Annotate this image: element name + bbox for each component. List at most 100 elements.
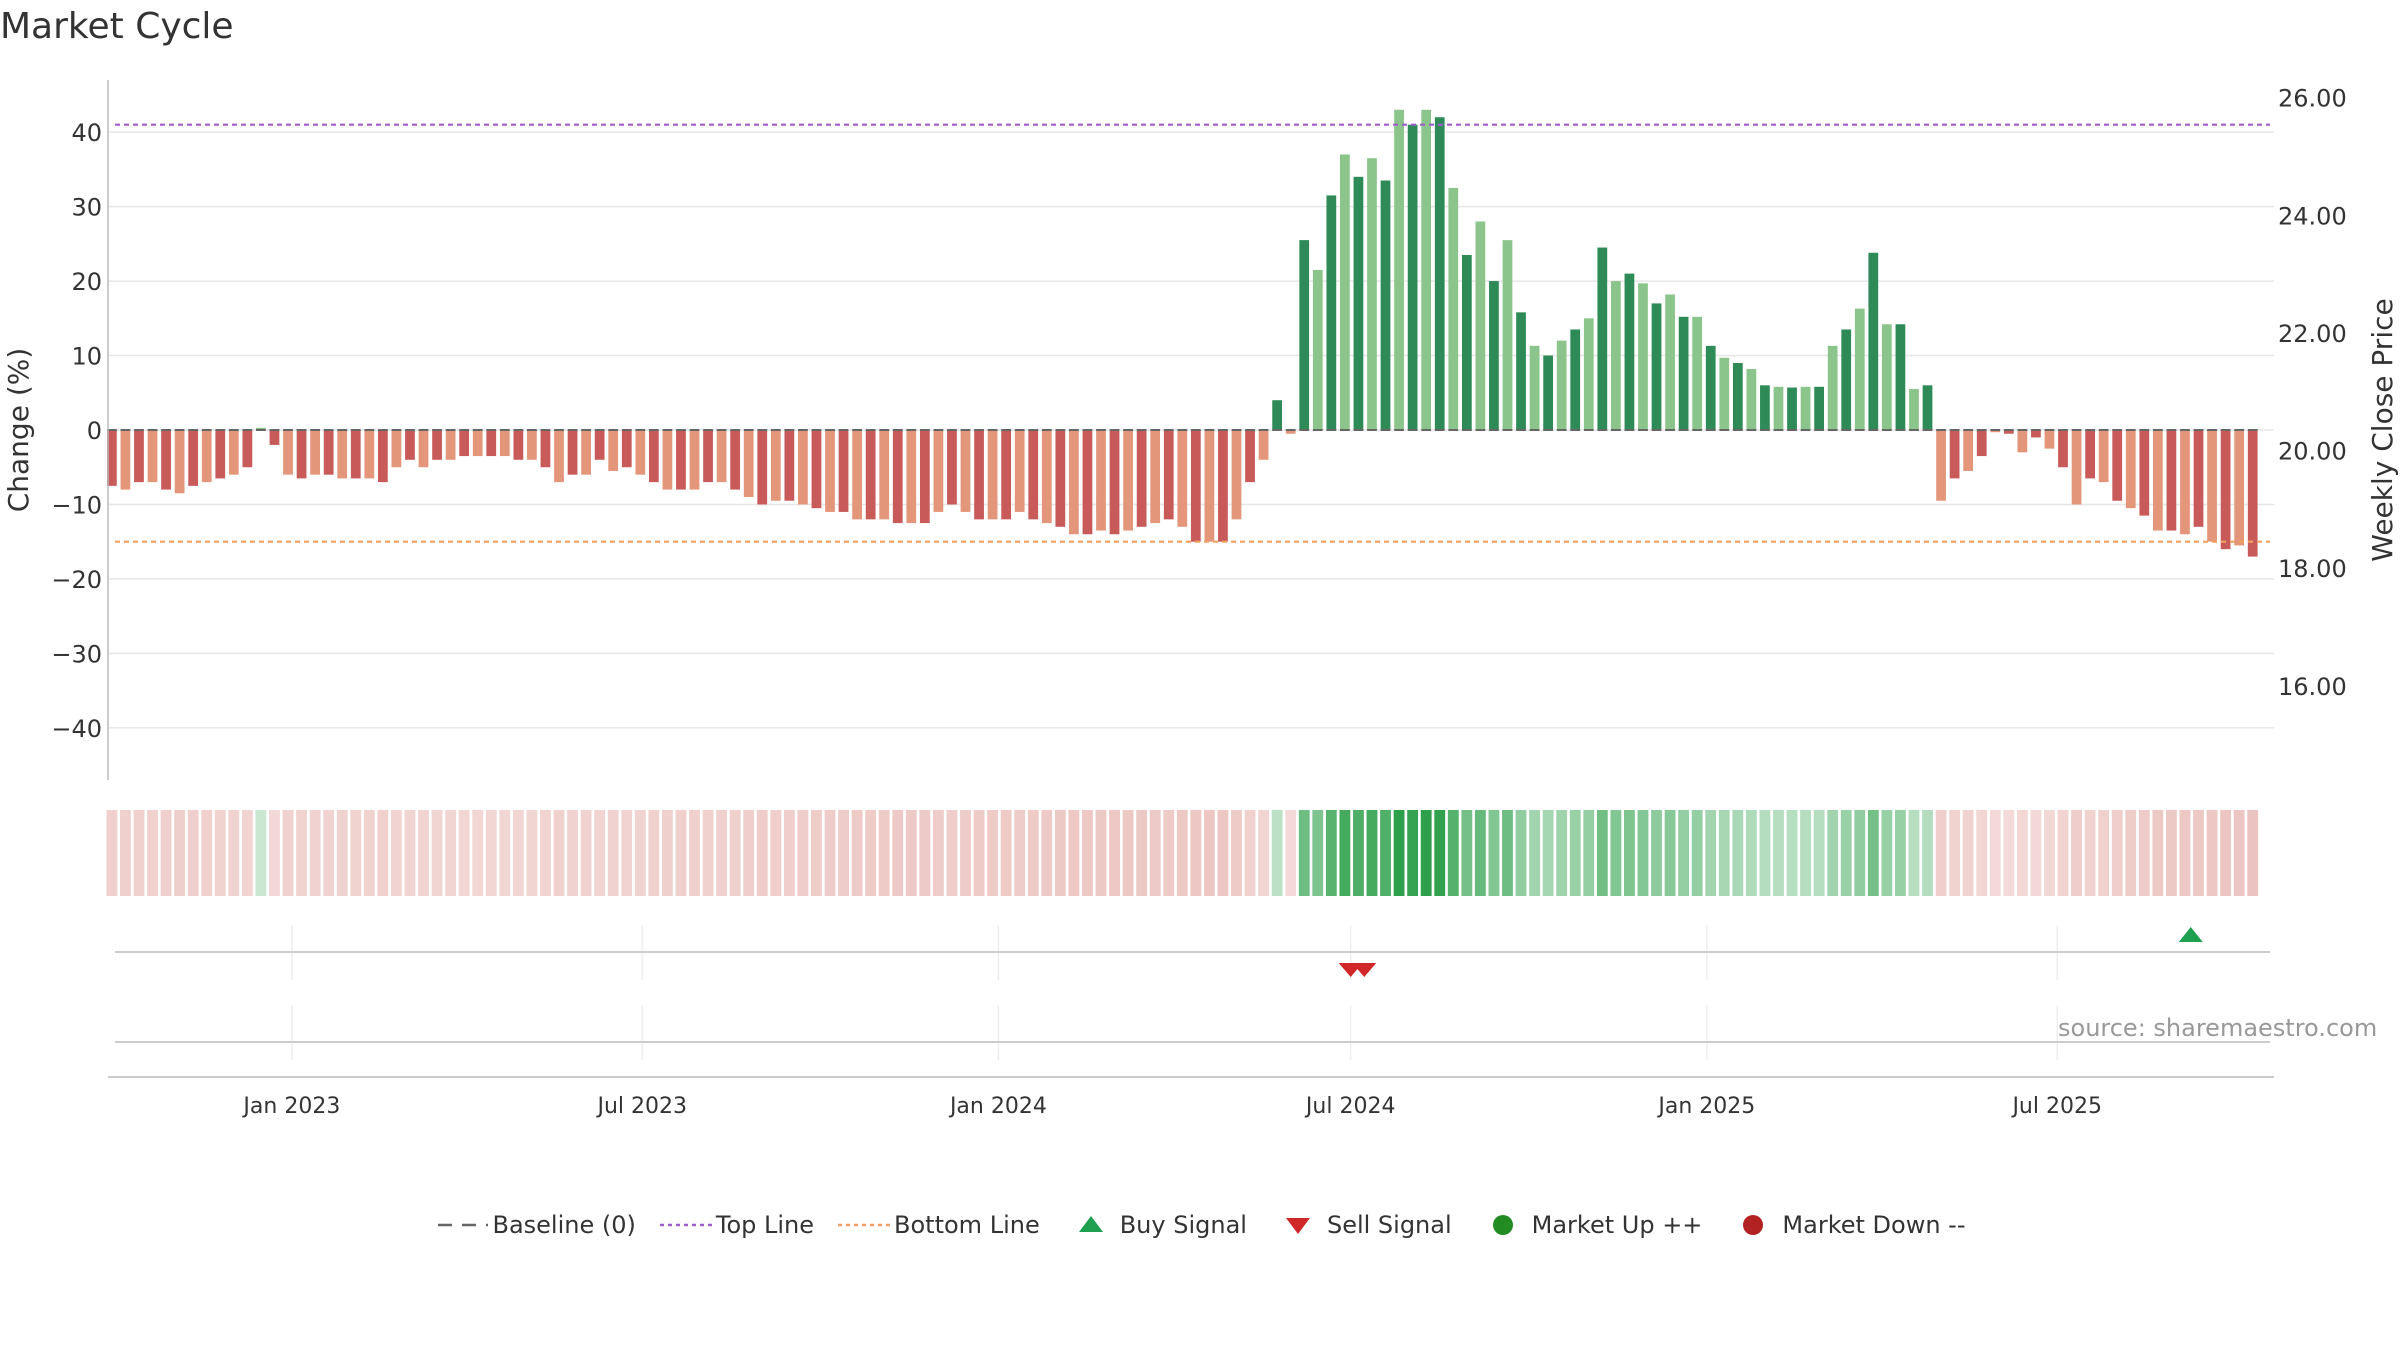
heat-cell xyxy=(905,810,917,896)
bar xyxy=(1570,329,1581,430)
bar xyxy=(1475,221,1486,430)
heat-cell xyxy=(1773,810,1784,896)
bar xyxy=(1434,117,1445,430)
heat-cell xyxy=(336,810,348,896)
heat-cell xyxy=(1136,810,1148,896)
bar xyxy=(1705,345,1716,430)
heat-cell xyxy=(282,810,294,896)
bar xyxy=(1123,430,1133,531)
bar xyxy=(2017,430,2028,453)
heat-cell xyxy=(607,810,619,896)
bar xyxy=(1204,430,1215,542)
y-axis-label-left: Change (%) xyxy=(2,348,35,513)
heat-cell xyxy=(1000,810,1012,896)
heat-cell xyxy=(973,810,985,896)
heat-cell xyxy=(1231,810,1242,896)
chart-legend: Baseline (0) Top Line Bottom Line Buy Si… xyxy=(0,1205,2400,1245)
bar xyxy=(852,430,862,520)
heat-cell xyxy=(2165,810,2177,896)
heat-cell xyxy=(567,810,578,896)
y-right-tick-label: 26.00 xyxy=(2278,85,2347,113)
heat-cell xyxy=(1109,810,1120,896)
bar xyxy=(1787,387,1797,430)
heat-cell xyxy=(1542,810,1554,896)
bar xyxy=(147,430,158,483)
x-tick-label: Jan 2023 xyxy=(241,1094,340,1119)
legend-label: Market Up ++ xyxy=(1531,1211,1703,1239)
legend-label: Bottom Line xyxy=(894,1211,1040,1239)
heat-cell xyxy=(1556,810,1568,896)
legend-item-market-up[interactable]: Market Up ++ xyxy=(1474,1210,1703,1240)
bar xyxy=(1692,316,1703,430)
bar xyxy=(472,430,483,457)
bar xyxy=(323,430,334,475)
heat-cell xyxy=(838,810,849,896)
heat-cell xyxy=(1393,810,1405,896)
bar xyxy=(838,430,849,512)
bar xyxy=(2085,430,2095,479)
bar xyxy=(1448,187,1459,430)
bar xyxy=(689,430,700,490)
bar xyxy=(1976,430,1987,457)
heat-cell xyxy=(431,810,443,896)
bar xyxy=(2044,430,2055,449)
heat-cell xyxy=(485,810,497,896)
bar xyxy=(743,430,754,498)
heat-cell xyxy=(851,810,863,896)
bar xyxy=(1610,281,1621,430)
bar xyxy=(1814,386,1824,430)
bar xyxy=(621,430,632,468)
bar xyxy=(2220,430,2231,550)
heat-cell xyxy=(932,810,944,896)
bar xyxy=(567,430,578,475)
bar xyxy=(499,430,510,457)
x-tick-label: Jul 2025 xyxy=(2010,1094,2102,1119)
heat-cell xyxy=(1624,810,1635,896)
bar xyxy=(1854,308,1865,430)
bar xyxy=(2180,430,2190,535)
bar xyxy=(1394,109,1404,430)
bar xyxy=(1800,386,1811,430)
heat-cell xyxy=(580,810,592,896)
heat-cell xyxy=(824,810,836,896)
heat-cell xyxy=(120,810,131,896)
bar xyxy=(1041,430,1052,524)
bar xyxy=(1624,273,1635,430)
bar xyxy=(1990,430,2001,433)
legend-item-baseline[interactable]: Baseline (0) xyxy=(434,1210,636,1240)
heat-cell xyxy=(458,810,470,896)
heat-cell xyxy=(553,810,565,896)
bar xyxy=(1651,303,1662,430)
heat-cell xyxy=(919,810,931,896)
heat-cell xyxy=(797,810,809,896)
bar xyxy=(215,430,226,479)
heat-cell xyxy=(2220,810,2232,896)
heat-cell xyxy=(1258,810,1270,896)
bar xyxy=(1082,430,1093,535)
legend-item-top-line[interactable]: Top Line xyxy=(658,1210,814,1240)
bar xyxy=(1516,312,1526,430)
legend-label: Market Down -- xyxy=(1782,1211,1966,1239)
heat-cell xyxy=(2179,810,2191,896)
bar xyxy=(635,430,646,475)
y-tick-label: −40 xyxy=(51,715,102,743)
heat-cell xyxy=(1759,810,1771,896)
bar xyxy=(1922,385,1933,430)
legend-item-buy-signal[interactable]: Buy Signal xyxy=(1062,1210,1247,1240)
bar xyxy=(337,430,348,479)
legend-item-market-down[interactable]: Market Down -- xyxy=(1724,1210,1966,1240)
heat-cell xyxy=(1325,810,1337,896)
heat-cell xyxy=(309,810,321,896)
bar xyxy=(364,430,375,479)
heat-cell xyxy=(1176,810,1188,896)
bar xyxy=(1502,240,1513,430)
bar xyxy=(987,430,998,520)
bar xyxy=(2193,430,2204,527)
heat-cell xyxy=(702,810,714,896)
heat-cell xyxy=(363,810,375,896)
legend-item-bottom-line[interactable]: Bottom Line xyxy=(836,1210,1040,1240)
bar xyxy=(1258,430,1269,460)
legend-item-sell-signal[interactable]: Sell Signal xyxy=(1269,1210,1452,1240)
y-tick-label: 20 xyxy=(71,268,102,296)
bar xyxy=(486,430,497,457)
